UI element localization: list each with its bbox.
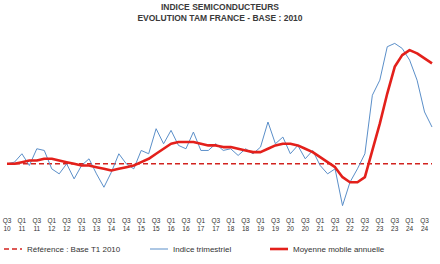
x-tick-label: Q315: [152, 217, 161, 232]
x-tick-label: Q319: [271, 217, 280, 232]
x-tick-label: Q115: [137, 217, 146, 232]
x-tick-label: Q320: [301, 217, 310, 232]
x-tick-label: Q116: [167, 217, 176, 232]
legend-label: Indice trimestriel: [173, 245, 231, 254]
x-tick-label: Q111: [18, 217, 27, 232]
x-tick-label: Q113: [77, 217, 86, 232]
plot-area: [7, 43, 432, 205]
x-tick-label: Q124: [405, 217, 414, 232]
x-tick-label: Q316: [182, 217, 191, 232]
x-tick-label: Q318: [241, 217, 250, 232]
x-tick-label: Q112: [47, 217, 56, 232]
x-tick-label: Q317: [211, 217, 220, 232]
legend-swatch: [4, 248, 22, 249]
x-tick-label: Q314: [122, 217, 131, 232]
x-tick-label: Q323: [390, 217, 399, 232]
series-line: [7, 50, 432, 182]
x-tick-label: Q114: [107, 217, 116, 232]
x-tick-label: Q120: [286, 217, 295, 232]
x-tick-label: Q312: [62, 217, 71, 232]
x-tick-label: Q119: [256, 217, 265, 232]
x-tick-label: Q118: [226, 217, 235, 232]
x-tick-label: Q123: [375, 217, 384, 232]
legend-label: Référence : Base T1 2010: [27, 245, 121, 254]
chart: INDICE SEMICONDUCTEURSEVOLUTION TAM FRAN…: [0, 0, 440, 264]
x-tick-label: Q311: [32, 217, 41, 232]
legend-label: Moyenne mobile annuelle: [293, 245, 385, 254]
title: INDICE SEMICONDUCTEURS: [161, 2, 279, 12]
series-line: [7, 43, 432, 205]
x-tick-label: Q121: [316, 217, 325, 232]
legend-swatch: [150, 249, 168, 250]
x-tick-label: Q324: [420, 217, 429, 232]
x-tick-label: Q313: [92, 217, 101, 232]
x-tick-label: Q310: [3, 217, 12, 232]
x-tick-label: Q117: [197, 217, 206, 232]
subtitle: EVOLUTION TAM FRANCE - BASE : 2010: [137, 13, 302, 23]
x-tick-label: Q322: [361, 217, 370, 232]
legend-swatch: [270, 248, 288, 251]
x-tick-label: Q122: [346, 217, 355, 232]
x-tick-label: Q321: [331, 217, 340, 232]
